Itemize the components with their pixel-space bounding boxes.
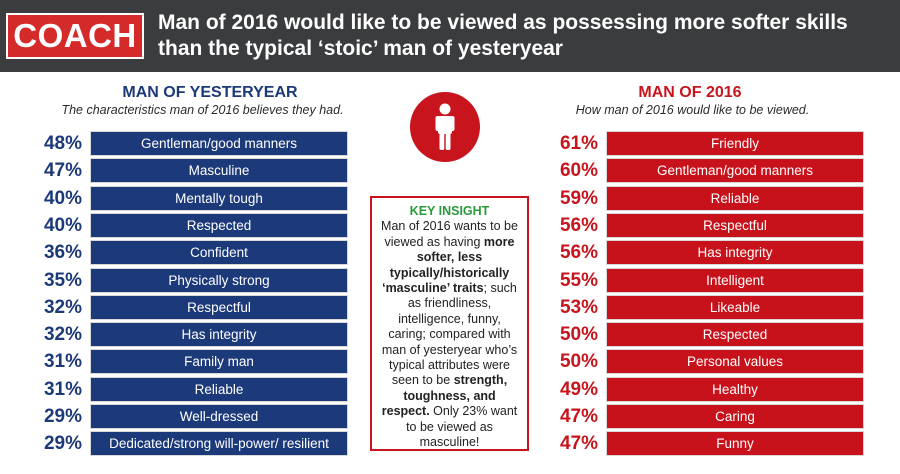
person-icon bbox=[410, 92, 480, 162]
insight-text-2: ; such as friendliness, intelligence, fu… bbox=[381, 281, 518, 388]
coach-logo: COACH bbox=[6, 13, 144, 59]
left-bar: Physically strong bbox=[90, 267, 348, 293]
left-value-label: 40% bbox=[43, 187, 82, 209]
key-insight-title: KEY INSIGHT bbox=[409, 204, 490, 218]
right-value-label: 61% bbox=[559, 133, 598, 154]
left-bar: Gentleman/good manners bbox=[90, 131, 348, 156]
right-column-title: MAN OF 2016 bbox=[638, 84, 742, 101]
right-bar: Respected bbox=[606, 322, 864, 348]
left-value-label: 36% bbox=[43, 242, 82, 264]
key-insight-text: Man of 2016 wants to be viewed as having… bbox=[378, 219, 521, 450]
left-bar: Reliable bbox=[90, 376, 348, 402]
insight-text-3: Only 23% want to be viewed as masculine! bbox=[406, 404, 518, 450]
left-value-label: 29% bbox=[43, 433, 82, 455]
right-value-label: 47% bbox=[559, 433, 598, 455]
left-bar: Confident bbox=[90, 240, 348, 266]
right-value-label: 53% bbox=[559, 296, 598, 318]
key-insight-box: KEY INSIGHT Man of 2016 wants to be view… bbox=[370, 196, 529, 451]
right-bar: Friendly bbox=[606, 131, 864, 156]
left-column-subtitle: The characteristics man of 2016 believes… bbox=[61, 103, 344, 117]
right-value-label: 59% bbox=[559, 187, 598, 209]
right-column-subtitle: How man of 2016 would like to be viewed. bbox=[575, 103, 810, 117]
insight-text-1: Man of 2016 wants to be viewed as having bbox=[381, 219, 518, 249]
headline: Man of 2016 would like to be viewed as p… bbox=[158, 11, 848, 60]
right-bar: Likeable bbox=[606, 294, 864, 320]
right-bar: Respectful bbox=[606, 212, 864, 238]
left-column-title: MAN OF YESTERYEAR bbox=[122, 84, 298, 101]
left-bar: Respected bbox=[90, 212, 348, 238]
right-bar: Personal values bbox=[606, 349, 864, 375]
left-value-label: 31% bbox=[43, 351, 82, 373]
right-value-label: 50% bbox=[559, 324, 598, 346]
right-bar: Caring bbox=[606, 404, 864, 429]
right-value-label: 55% bbox=[559, 269, 598, 291]
left-bar: Masculine bbox=[90, 158, 348, 184]
right-bar: Has integrity bbox=[606, 240, 864, 266]
header-banner: COACH Man of 2016 would like to be viewe… bbox=[0, 0, 900, 72]
left-bar: Family man bbox=[90, 349, 348, 375]
right-value-label: 50% bbox=[559, 351, 598, 373]
left-value-label: 35% bbox=[43, 269, 82, 291]
left-value-label: 29% bbox=[43, 406, 82, 427]
right-value-label: 56% bbox=[559, 242, 598, 264]
left-value-label: 31% bbox=[43, 378, 82, 400]
right-bar: Reliable bbox=[606, 185, 864, 211]
right-bar: Funny bbox=[606, 431, 864, 457]
left-value-label: 48% bbox=[43, 133, 82, 154]
left-bar: Dedicated/strong will-power/ resilient bbox=[90, 431, 348, 457]
left-bar: Has integrity bbox=[90, 322, 348, 348]
right-value-label: 49% bbox=[559, 378, 598, 400]
left-bar: Respectful bbox=[90, 294, 348, 320]
right-bar: Healthy bbox=[606, 376, 864, 402]
right-bar: Intelligent bbox=[606, 267, 864, 293]
left-value-label: 47% bbox=[43, 160, 82, 182]
right-value-label: 60% bbox=[559, 160, 598, 182]
left-value-label: 32% bbox=[43, 296, 82, 318]
right-value-label: 56% bbox=[559, 214, 598, 236]
insight-bold-1: more softer, less typically/historically… bbox=[382, 234, 515, 296]
left-value-label: 32% bbox=[43, 324, 82, 346]
right-bar: Gentleman/good manners bbox=[606, 158, 864, 184]
left-bar: Mentally tough bbox=[90, 185, 348, 211]
left-bar: Well-dressed bbox=[90, 404, 348, 429]
right-value-label: 47% bbox=[559, 406, 598, 427]
insight-bold-2: strength, toughness, and respect. bbox=[381, 373, 508, 419]
left-value-label: 40% bbox=[43, 214, 82, 236]
